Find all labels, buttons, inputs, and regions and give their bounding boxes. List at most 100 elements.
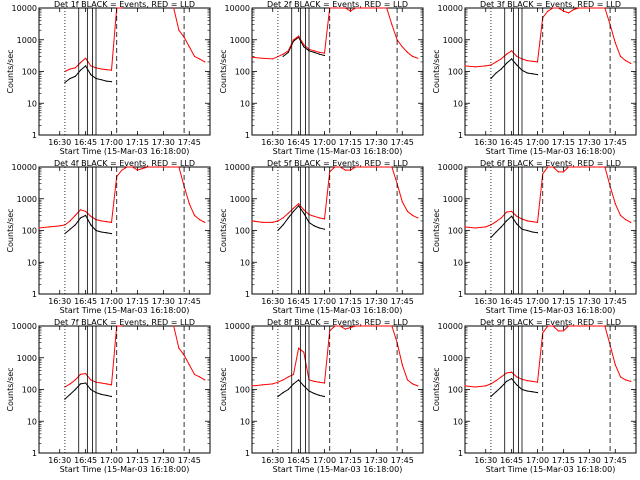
data-point-lld (619, 55, 622, 58)
data-point-lld (370, 7, 372, 9)
data-point-events (526, 390, 528, 392)
data-point-events (282, 392, 284, 394)
x-tick-label: 17:00 (526, 138, 549, 147)
data-point-events (505, 62, 508, 64)
x-axis-label: Start Time (15-Mar-03 16:18:00) (486, 147, 616, 156)
chart-title: Det 5f BLACK = Events, RED = LLD (267, 159, 408, 168)
data-point-lld (188, 46, 190, 48)
x-tick-label: 17:45 (391, 297, 414, 306)
data-point-events (69, 77, 71, 80)
data-point-lld (599, 7, 601, 9)
data-point-lld (282, 217, 284, 219)
data-point-events (303, 46, 305, 48)
series-line-lld (464, 325, 631, 388)
data-point-lld (593, 166, 596, 168)
data-point-lld (298, 203, 300, 205)
x-tick-label: 17:30 (578, 456, 601, 465)
x-tick-label: 17:15 (126, 297, 149, 306)
data-point-events (323, 54, 326, 57)
data-point-lld (588, 325, 591, 327)
y-tick-label: 100 (448, 386, 463, 395)
y-tick-label: 1000 (443, 36, 463, 45)
data-point-events (531, 231, 534, 233)
chart-panel-8: Det 8f BLACK = Events, RED = LLD 1 10 100 10… (219, 318, 424, 474)
data-point-lld (604, 7, 606, 9)
data-point-lld (344, 169, 346, 171)
data-point-lld (516, 215, 518, 217)
data-point-lld (204, 221, 206, 223)
data-point-events (90, 74, 92, 76)
data-point-lld (261, 57, 263, 59)
y-axis-label: Counts/sec (432, 208, 441, 252)
data-point-events (526, 229, 528, 232)
data-point-events (282, 55, 284, 58)
data-point-lld (261, 384, 263, 386)
x-tick-label: 17:45 (178, 297, 201, 306)
data-point-lld (578, 325, 580, 327)
series-line-events (490, 215, 538, 238)
x-tick-label: 17:15 (552, 297, 575, 306)
y-tick-label: 1 (245, 131, 250, 140)
data-point-lld (105, 221, 107, 223)
chart-panel-3: Det 3f BLACK = Events, RED = LLD 1 10 100 10… (432, 0, 637, 156)
data-point-events (516, 384, 518, 386)
chart-title: Det 3f BLACK = Events, RED = LLD (480, 0, 621, 9)
y-tick-label: 1 (32, 131, 37, 140)
data-point-lld (38, 227, 40, 229)
x-tick-label: 16:30 (474, 456, 497, 465)
data-point-lld (417, 217, 419, 219)
data-point-lld (536, 381, 539, 383)
data-point-lld (516, 376, 518, 378)
data-point-lld (625, 60, 627, 62)
data-point-events (292, 210, 295, 212)
data-point-lld (380, 325, 383, 327)
y-tick-label: 10000 (225, 163, 250, 172)
series-line-lld (251, 7, 418, 60)
data-point-events (495, 231, 497, 233)
data-point-events (516, 64, 518, 66)
data-point-lld (136, 169, 139, 171)
data-point-lld (380, 166, 383, 168)
data-point-lld (485, 226, 487, 228)
x-tick-label: 16:30 (474, 297, 497, 306)
data-point-lld (349, 10, 352, 12)
data-point-lld (162, 166, 164, 168)
data-point-lld (391, 325, 393, 327)
data-point-lld (583, 7, 585, 9)
data-point-lld (85, 57, 87, 59)
x-tick-label: 17:15 (339, 456, 362, 465)
data-point-lld (261, 221, 263, 223)
data-point-lld (292, 39, 295, 41)
data-point-events (490, 236, 492, 239)
data-point-events (318, 394, 320, 396)
data-point-lld (131, 166, 133, 168)
data-point-lld (121, 325, 123, 327)
series-line-events (64, 382, 112, 400)
data-point-lld (303, 351, 305, 353)
y-tick-label: 1 (32, 449, 37, 458)
data-point-events (323, 228, 326, 230)
data-point-lld (500, 376, 502, 378)
x-tick-label: 17:45 (604, 138, 627, 147)
data-point-lld (178, 166, 180, 168)
data-point-lld (485, 65, 487, 67)
y-tick-label: 10 (453, 258, 463, 267)
x-tick-label: 17:00 (313, 456, 336, 465)
data-point-lld (90, 379, 92, 381)
data-point-lld (557, 330, 559, 332)
y-tick-label: 100 (235, 386, 250, 395)
data-point-lld (547, 166, 549, 168)
y-tick-label: 10 (240, 417, 250, 426)
x-tick-label: 17:15 (126, 456, 149, 465)
data-point-lld (355, 325, 357, 327)
data-point-lld (287, 50, 289, 52)
series-line-events (277, 205, 325, 231)
data-point-lld (334, 325, 336, 327)
data-point-lld (401, 201, 403, 203)
data-point-lld (630, 221, 632, 223)
y-axis-label: Counts/sec (432, 367, 441, 411)
data-point-lld (110, 384, 113, 386)
y-tick-label: 100 (235, 227, 250, 236)
data-point-lld (474, 227, 476, 229)
x-tick-label: 17:45 (604, 297, 627, 306)
